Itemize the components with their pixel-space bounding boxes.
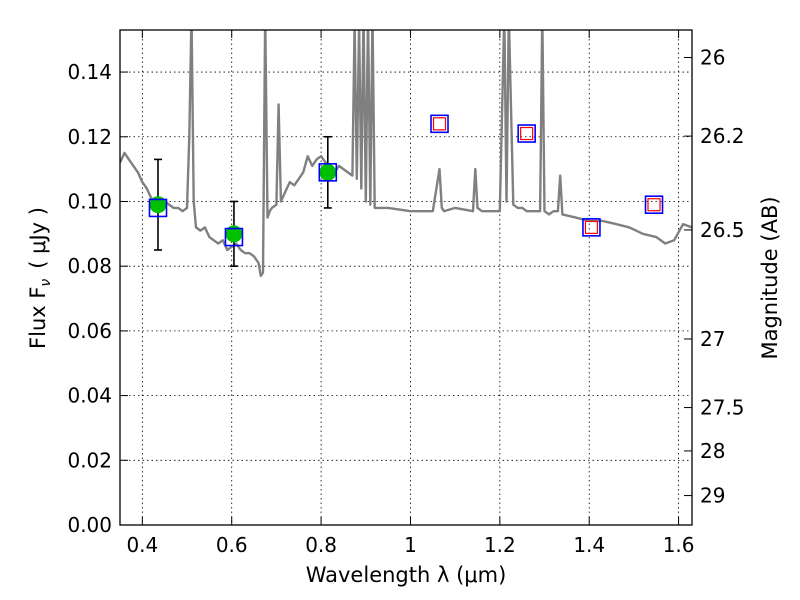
right-tick-label: 29	[700, 484, 725, 508]
model-flux-square	[224, 227, 244, 247]
photometry-point	[225, 225, 243, 243]
upper-limit-square	[432, 117, 447, 131]
y-tick-label: 0.00	[67, 513, 112, 537]
y-tick-label: 0.06	[67, 319, 112, 343]
right-tick-label: 27.5	[700, 396, 745, 420]
model-flux-square	[318, 163, 338, 182]
x-tick-label: 1.2	[484, 533, 516, 557]
x-tick-label: 1	[404, 533, 417, 557]
right-tick-label: 26.5	[700, 218, 745, 242]
grid	[120, 30, 692, 526]
model-flux-square	[582, 218, 601, 237]
y-tick-label: 0.12	[67, 125, 112, 149]
y-tick-label: 0.02	[67, 448, 112, 472]
upper-limit-square	[584, 220, 599, 234]
upper-limit-square	[520, 126, 534, 141]
model-flux-square	[517, 124, 536, 143]
x-tick-label: 0.4	[126, 533, 158, 557]
plot-data	[120, 30, 692, 278]
y-axis-label: Flux Fν ( μJy )	[26, 207, 54, 349]
right-tick-label: 27	[700, 327, 725, 351]
spectrum-line	[120, 30, 692, 278]
model-flux-square	[430, 114, 449, 134]
svg-text:Flux Fν( μJy ): Flux Fν ( μJy )	[26, 207, 54, 349]
plot-markers	[148, 114, 664, 267]
photometry-point	[319, 163, 337, 181]
photometry-point	[149, 196, 167, 214]
ticks: 0.4 0.6 0.8 1 1.2 1.4 1.6 0.00 0.02 0.04 0.06 0.08 0…	[67, 30, 745, 557]
plot-frame	[119, 29, 693, 526]
x-tick-label: 0.8	[305, 533, 337, 557]
y-axis-label-unit: ( μJy )	[26, 207, 50, 269]
y-axis-right-label: Magnitude (AB)	[758, 196, 782, 359]
x-tick-label: 1.6	[663, 533, 695, 557]
model-flux-square	[644, 195, 664, 215]
x-axis-label: Wavelength λ (μm)	[306, 563, 507, 587]
x-tick-label: 0.6	[216, 533, 248, 557]
right-tick-label: 26.2	[700, 124, 745, 148]
y-tick-label: 0.10	[67, 189, 112, 213]
y-tick-label: 0.08	[67, 254, 112, 278]
right-tick-label: 26	[700, 46, 725, 70]
svg-text:Magnitude (AB): Magnitude (AB)	[758, 196, 782, 359]
y-tick-label: 0.14	[67, 60, 112, 84]
x-tick-label: 1.4	[573, 533, 605, 557]
y-axis-label-sub: ν	[38, 279, 54, 287]
y-axis-label-main: Flux F	[26, 287, 50, 349]
y-tick-label: 0.04	[67, 384, 112, 408]
model-flux-square	[148, 198, 168, 218]
right-tick-label: 28	[700, 439, 725, 463]
upper-limit-square	[647, 198, 661, 212]
